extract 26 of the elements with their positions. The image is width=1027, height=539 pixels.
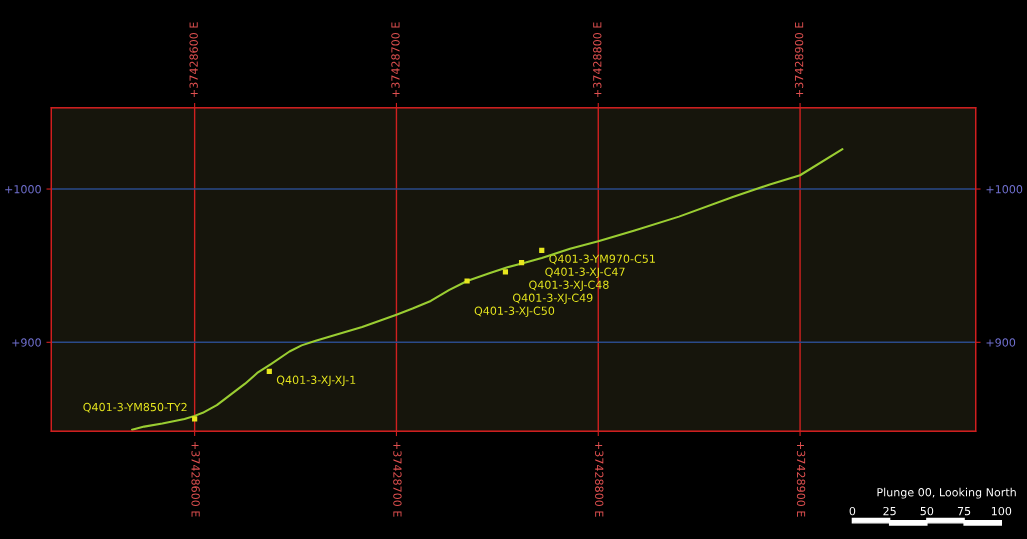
text: 100 xyxy=(991,506,1012,516)
annotation: Q401-3-XJ-XJ-1 xyxy=(276,375,356,387)
x-tick-label: +37428700 E xyxy=(391,22,400,97)
point xyxy=(266,368,272,375)
x2-tick-label: +37428900 E xyxy=(796,442,806,517)
point xyxy=(192,416,198,422)
x2-tick-label: +37428600 E xyxy=(191,442,200,517)
annotation: Q401-3-XJ-C49 xyxy=(513,293,593,305)
annotation: Q401-3-XJ-C50 xyxy=(474,306,555,318)
y2-tick-label: +900 xyxy=(986,338,1016,347)
point xyxy=(539,247,545,253)
y2-tick-label: +1000 xyxy=(986,185,1023,194)
point xyxy=(502,269,509,275)
x2-tick-label: +37428800 E xyxy=(595,442,604,517)
point xyxy=(464,278,470,284)
text: 0 xyxy=(849,506,856,516)
annotation: Q401-3-YM850-TY2 xyxy=(83,402,187,413)
text: Plunge 00, Looking North xyxy=(877,487,1016,499)
x-tick-label: +37428800 E xyxy=(593,22,602,97)
point xyxy=(518,260,525,266)
x-tick-label: +37428900 E xyxy=(794,22,804,97)
text: 50 xyxy=(920,506,934,516)
text: 75 xyxy=(957,507,971,516)
text: 25 xyxy=(883,506,896,516)
x2-tick-label: +37428700 E xyxy=(393,442,402,517)
x-tick-label: +37428600 E xyxy=(189,22,198,97)
